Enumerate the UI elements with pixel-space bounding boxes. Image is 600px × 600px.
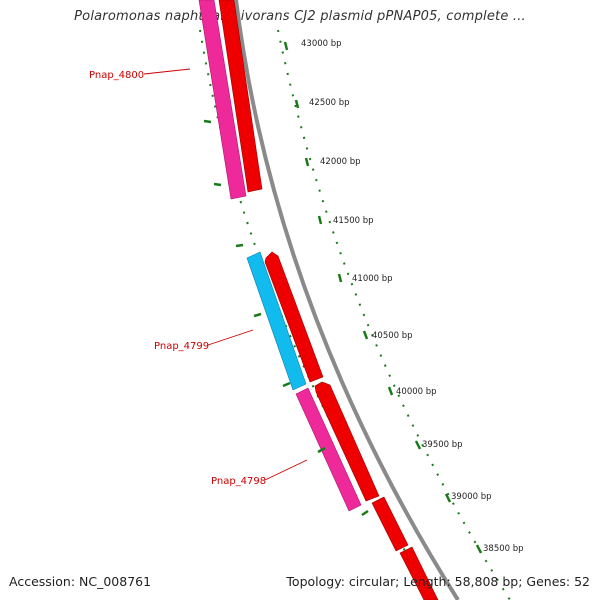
major-tick: [444, 493, 452, 503]
tick-label: 42500 bp: [309, 98, 350, 108]
tick-label: 40000 bp: [396, 387, 437, 397]
map-title: Polaromonas naphthalenivorans CJ2 plasmi…: [74, 9, 526, 24]
gene-forward-1[interactable]: [218, 0, 263, 193]
inner-major-tick: [235, 243, 244, 248]
gene-forward-4[interactable]: [371, 496, 409, 552]
major-tick: [475, 544, 483, 554]
topology-summary: Topology: circular; Length: 58,808 bp; G…: [286, 574, 590, 589]
gene-forward-3[interactable]: [314, 381, 380, 502]
tick-label: 39500 bp: [422, 440, 463, 450]
inner-major-tick: [282, 381, 291, 388]
inner-major-tick: [361, 509, 369, 517]
inner-major-tick: [317, 446, 326, 454]
gene-forward-2[interactable]: [264, 251, 324, 383]
gene-label-text[interactable]: Pnap_4799: [154, 341, 209, 352]
tick-labels: 43000 bp 42500 bp 42000 bp 41500 bp 4100…: [301, 39, 524, 554]
gene-label-leader: [143, 68, 191, 75]
tick-label: 38500 bp: [483, 544, 524, 554]
major-tick: [362, 330, 369, 340]
major-tick: [387, 386, 394, 396]
gene-label-text[interactable]: Pnap_4798: [211, 476, 266, 487]
gene-label-text[interactable]: Pnap_4800: [89, 70, 144, 81]
gene-label-leader: [207, 329, 254, 346]
accession-label: Accession: NC_008761: [9, 574, 152, 589]
major-tick: [304, 157, 310, 167]
gene-label-leader: [264, 459, 308, 481]
gene-forward-5[interactable]: [399, 546, 439, 600]
major-tick: [414, 440, 422, 450]
plasmid-backbone: [234, 0, 460, 600]
gene-label-pnap-4798[interactable]: Pnap_4798: [211, 459, 308, 487]
gene-label-pnap-4799[interactable]: Pnap_4799: [154, 329, 254, 352]
major-tick: [283, 41, 289, 51]
tick-label: 39000 bp: [451, 492, 492, 502]
tick-label: 40500 bp: [372, 331, 413, 341]
inner-major-tick: [213, 182, 222, 187]
major-ticks: [283, 41, 483, 554]
gene-reverse-pnap-4800[interactable]: [198, 0, 247, 200]
tick-label: 41500 bp: [333, 216, 374, 226]
inner-major-tick: [203, 119, 212, 124]
gene-label-pnap-4800[interactable]: Pnap_4800: [89, 68, 191, 81]
tick-label: 42000 bp: [320, 157, 361, 167]
tick-label: 41000 bp: [352, 274, 393, 284]
inner-major-tick: [253, 312, 262, 318]
inner-dotted-track: [199, 29, 439, 600]
gene-reverse-pnap-4798[interactable]: [295, 387, 362, 512]
inner-major-ticks: [203, 119, 369, 517]
major-tick: [317, 215, 323, 225]
major-tick: [337, 273, 343, 283]
major-tick: [294, 99, 300, 109]
tick-label: 43000 bp: [301, 39, 342, 49]
gene-reverse-pnap-4799[interactable]: [246, 251, 307, 391]
